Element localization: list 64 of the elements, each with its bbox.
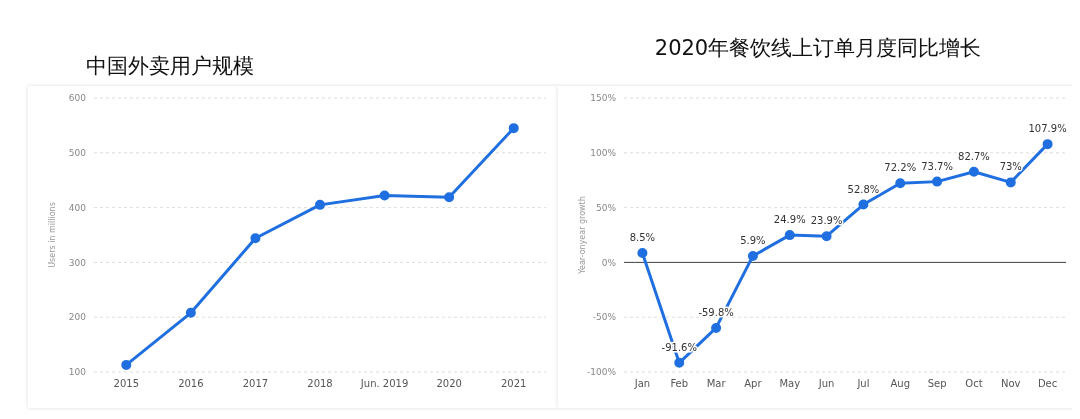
point xyxy=(968,166,979,177)
point xyxy=(821,231,832,242)
point xyxy=(379,190,390,201)
data-label: 73% xyxy=(999,161,1022,173)
x-tick-label: 2016 xyxy=(178,378,204,390)
point xyxy=(674,357,685,368)
point xyxy=(895,178,906,189)
x-tick-label: Jan xyxy=(633,378,651,390)
y-tick-label: 100% xyxy=(590,147,617,158)
data-label: 82.7% xyxy=(958,150,990,162)
y-tick-label: 600 xyxy=(68,93,87,104)
point xyxy=(637,248,648,259)
point xyxy=(444,192,455,203)
data-label: 72.2% xyxy=(884,162,917,174)
y-tick-label: 500 xyxy=(68,147,87,158)
y-tick-label: 200 xyxy=(68,312,87,323)
y-tick-label: 0% xyxy=(601,257,617,268)
point xyxy=(1005,177,1016,188)
x-tick-label: Jun. 2019 xyxy=(359,378,409,390)
y-tick-label: 150% xyxy=(590,93,617,104)
chart-title: 2020年餐饮线上订单月度同比增长 xyxy=(653,35,983,62)
point xyxy=(711,322,722,333)
x-tick-label: Oct xyxy=(965,378,983,390)
x-tick-label: Nov xyxy=(1000,378,1021,390)
y-tick-label: -50% xyxy=(592,312,617,323)
y-axis-title: Users in millions xyxy=(47,202,57,268)
x-tick-label: May xyxy=(779,378,801,390)
point xyxy=(508,123,519,134)
point xyxy=(932,176,943,187)
x-tick-label: 2020 xyxy=(436,378,462,390)
x-tick-label: 2017 xyxy=(242,378,269,390)
y-tick-label: -100% xyxy=(587,367,617,378)
data-label: 24.9% xyxy=(773,214,806,226)
x-tick-label: Mar xyxy=(706,378,727,390)
x-tick-label: Feb xyxy=(670,378,689,390)
point xyxy=(1042,139,1053,150)
x-tick-label: 2015 xyxy=(113,378,140,390)
x-tick-label: Jul xyxy=(856,378,870,390)
chart-title: 中国外卖用户规模 xyxy=(86,53,254,80)
y-tick-label: 300 xyxy=(68,257,87,268)
point xyxy=(784,230,795,241)
data-label: 8.5% xyxy=(629,232,656,244)
point xyxy=(858,199,869,210)
x-tick-label: Jun xyxy=(817,378,835,390)
point xyxy=(747,250,758,261)
data-label: 23.9% xyxy=(810,215,843,227)
point xyxy=(121,359,132,370)
y-tick-label: 400 xyxy=(68,202,87,213)
x-tick-label: 2018 xyxy=(307,378,333,390)
x-tick-label: Dec xyxy=(1037,378,1058,390)
x-tick-label: 2021 xyxy=(500,378,527,390)
x-tick-label: Apr xyxy=(744,378,763,390)
data-label: 5.9% xyxy=(740,234,766,246)
point xyxy=(250,233,261,244)
data-label: 52.8% xyxy=(847,183,880,195)
point xyxy=(185,307,196,318)
data-label: 107.9% xyxy=(1028,123,1067,135)
point xyxy=(315,199,325,210)
x-tick-label: Sep xyxy=(927,378,947,390)
y-tick-label: 50% xyxy=(595,202,617,213)
data-label: 73.7% xyxy=(921,160,953,172)
x-tick-label: Aug xyxy=(890,378,911,390)
y-axis-title: Year-onyear growth xyxy=(577,196,587,275)
y-tick-label: 100 xyxy=(68,367,87,378)
